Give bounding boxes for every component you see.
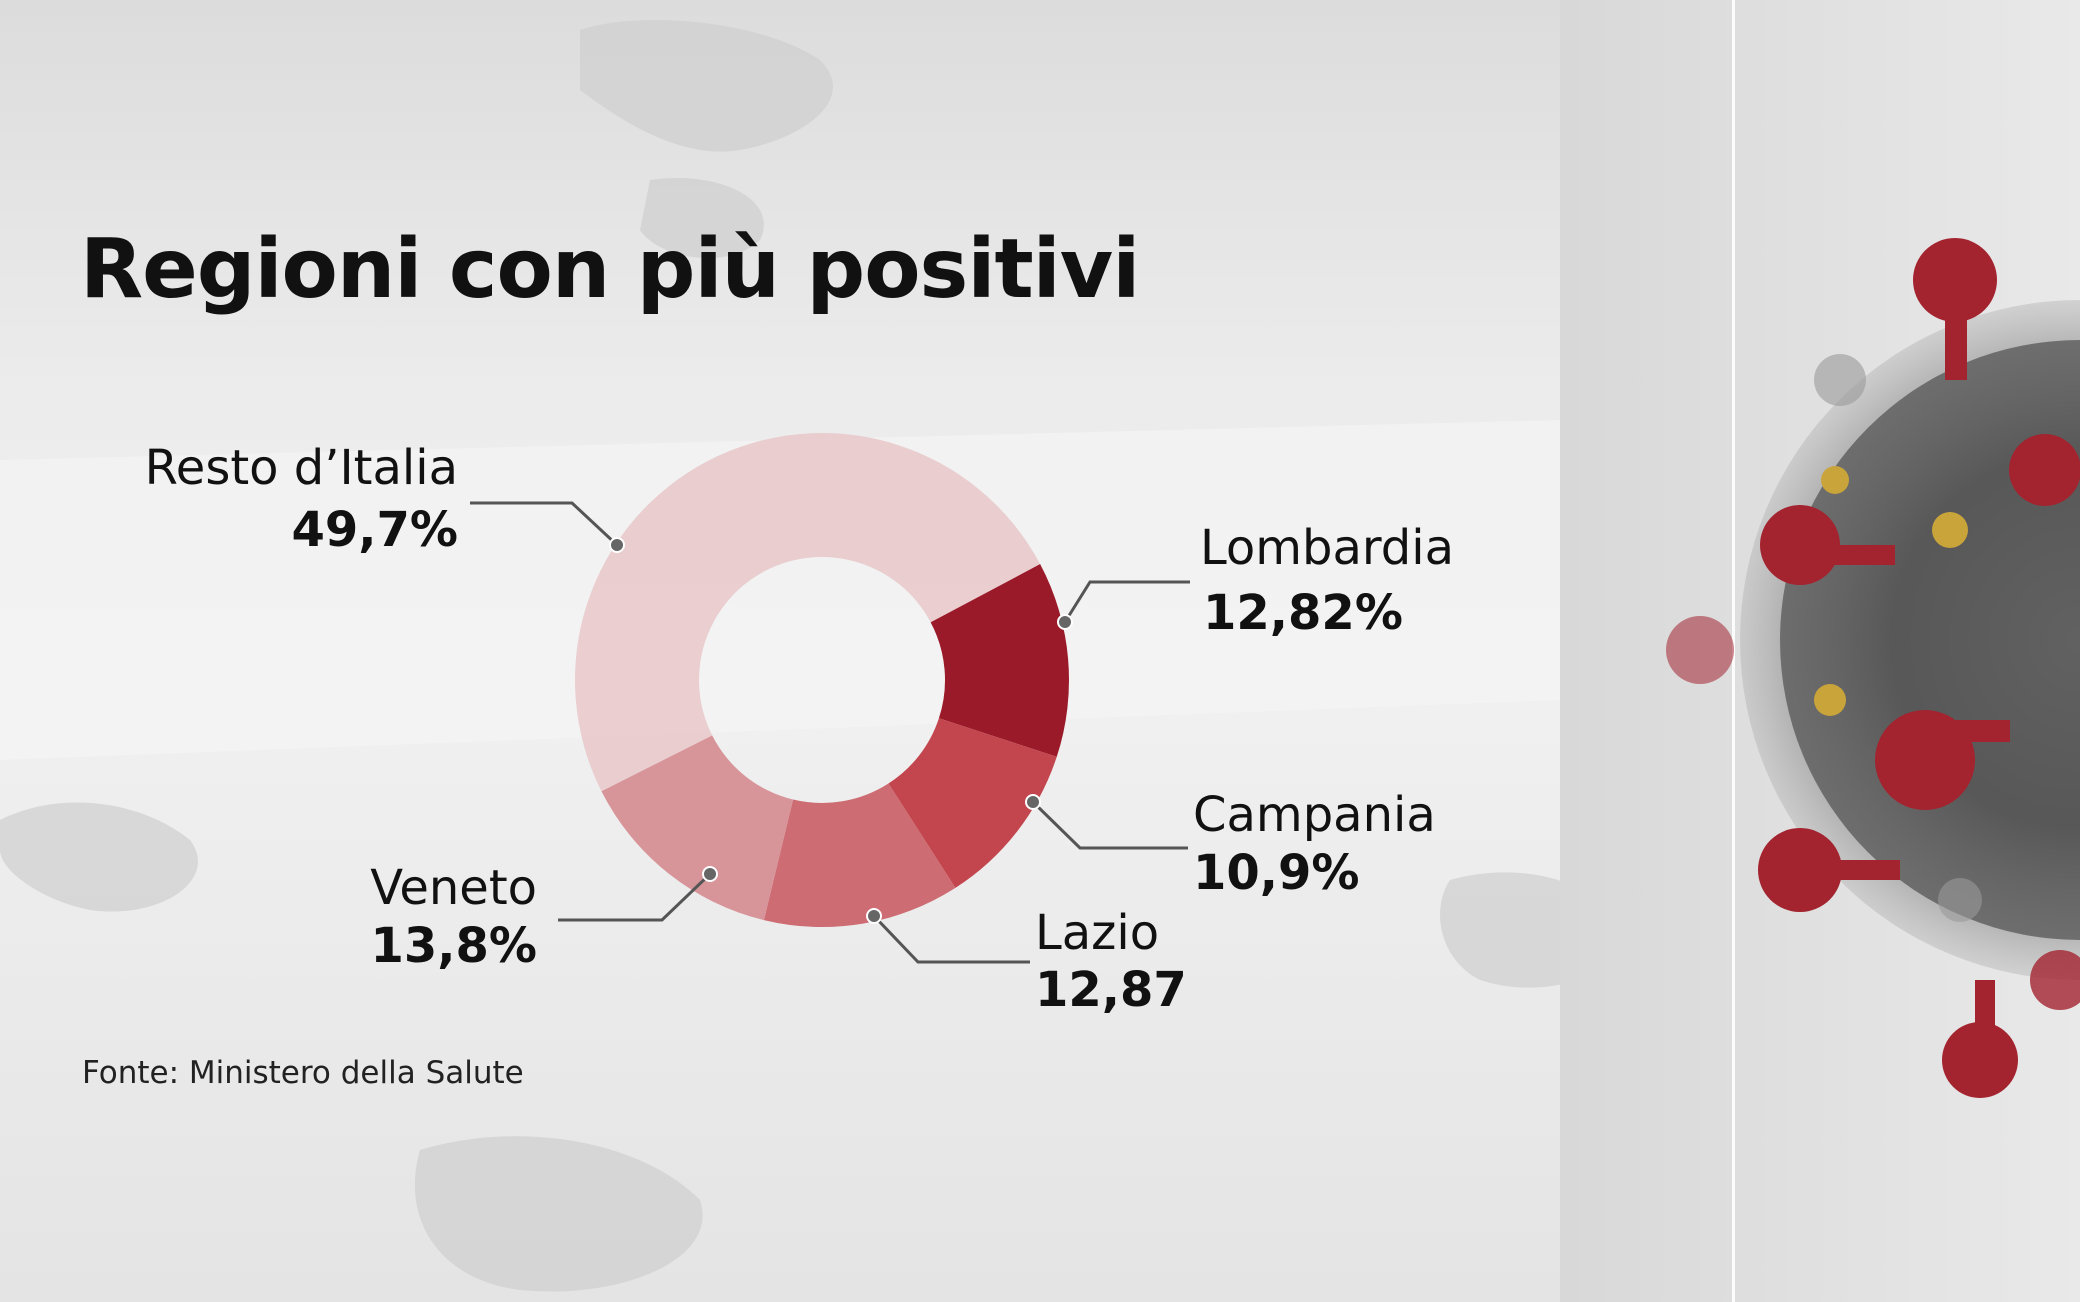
donut-slice-veneto: [601, 735, 794, 921]
virus-image: [1666, 238, 2080, 1098]
slice-value: 12,87: [1035, 962, 1187, 1018]
slice-label: Lazio: [1035, 905, 1160, 961]
leader-dot: [1057, 614, 1073, 630]
chart-title: Regioni con più positivi: [80, 222, 1140, 317]
slice-label: Resto d’Italia: [144, 440, 458, 496]
leader-dot: [866, 908, 882, 924]
leader-dot: [1025, 794, 1041, 810]
slice-label: Campania: [1193, 787, 1436, 843]
leader-dot: [609, 537, 625, 553]
leader-line: [872, 914, 1030, 964]
slice-label: Lombardia: [1200, 520, 1455, 576]
slice-value: 13,8%: [370, 918, 537, 974]
slice-label: Veneto: [370, 860, 537, 916]
donut-slice-resto-d-italia: [575, 433, 1041, 792]
source-note: Fonte: Ministero della Salute: [82, 1055, 524, 1091]
donut-slice-campania: [888, 718, 1057, 888]
donut-slice-lazio: [763, 783, 956, 927]
world-map-shape: [0, 20, 1620, 1292]
slice-value: 12,82%: [1203, 585, 1403, 641]
slice-value: 10,9%: [1193, 845, 1360, 901]
donut-slice-lombardia: [930, 564, 1069, 757]
leader-line: [1031, 800, 1188, 850]
leader-line: [470, 501, 619, 547]
leader-line: [1063, 580, 1190, 623]
slice-value: 49,7%: [291, 502, 458, 558]
leader-dot: [702, 866, 718, 882]
leader-line: [558, 872, 712, 922]
